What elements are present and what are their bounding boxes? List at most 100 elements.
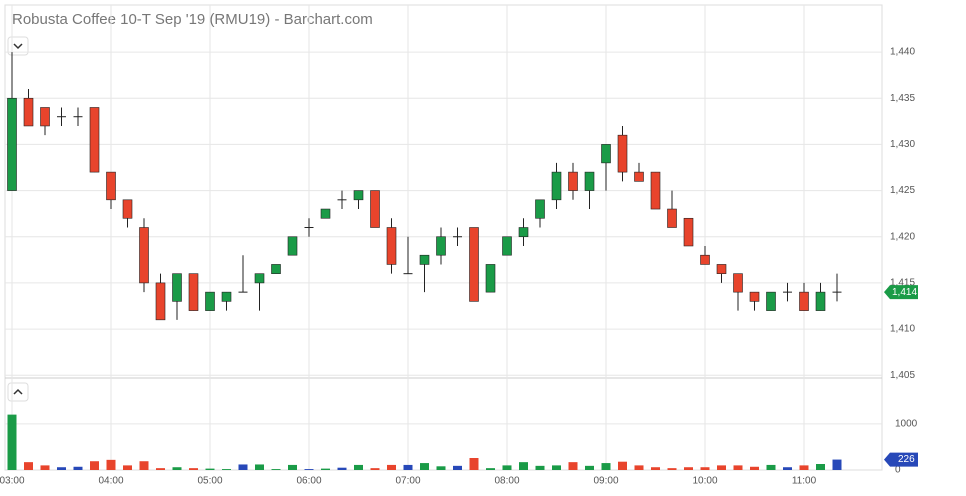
- candle-body: [320, 208, 331, 219]
- volume-bar: [502, 465, 512, 470]
- candle-body: [139, 227, 149, 284]
- volume-bar: [700, 467, 710, 470]
- y-tick-label: 1,415: [890, 278, 915, 289]
- collapse-button[interactable]: [7, 36, 29, 56]
- x-tick-label: 06:00: [296, 476, 321, 487]
- volume-bar: [139, 461, 149, 470]
- volume-bar: [222, 469, 231, 470]
- candle-body: [287, 236, 298, 256]
- candle-body: [469, 227, 479, 302]
- candle-body: [106, 171, 116, 201]
- chart-title: Robusta Coffee 10-T Sep '19 (RMU19) - Ba…: [12, 11, 373, 28]
- candle-body: [221, 291, 232, 302]
- candle-body: [23, 97, 34, 127]
- volume-bar: [370, 468, 380, 470]
- candle-body: [254, 273, 265, 284]
- volume-bar: [403, 464, 413, 470]
- volume-bar: [354, 464, 363, 470]
- volume-bar: [271, 469, 281, 470]
- candle-body: [683, 217, 694, 247]
- volume-bar: [387, 464, 396, 470]
- volume-bar: [535, 465, 545, 470]
- last-volume-badge: [884, 452, 918, 467]
- volume-bar: [783, 467, 792, 470]
- y-tick-label: 1,420: [890, 231, 915, 242]
- volume-tick-label: 1000: [895, 418, 918, 429]
- y-tick-label: 1,430: [890, 139, 915, 150]
- volume-bar: [601, 463, 611, 470]
- candle-body: [766, 291, 776, 311]
- volume-bar: [585, 465, 594, 470]
- volume-bar: [832, 459, 842, 470]
- volume-bar: [750, 466, 759, 470]
- volume-bar: [799, 465, 809, 470]
- volume-bar: [90, 461, 99, 470]
- volume-bar: [40, 465, 50, 470]
- volume-bar: [288, 464, 297, 470]
- x-tick-label: 05:00: [197, 476, 222, 487]
- candle-body: [122, 199, 133, 219]
- volume-bar: [238, 464, 248, 470]
- candle-body: [370, 190, 380, 228]
- volume-bar: [453, 465, 462, 470]
- y-tick-label: 1,425: [890, 185, 915, 196]
- candle-body: [535, 199, 545, 219]
- volume-bar: [486, 468, 495, 470]
- candle-body: [733, 273, 743, 293]
- x-tick-label: 03:00: [0, 476, 25, 487]
- candle-body: [518, 227, 529, 238]
- volume-bar: [321, 468, 330, 470]
- volume-bar: [766, 464, 776, 470]
- volume-bar: [106, 459, 116, 470]
- volume-bar: [634, 465, 644, 470]
- volume-bar: [304, 469, 314, 470]
- candle-body: [799, 291, 809, 311]
- last-price-badge: [884, 285, 918, 300]
- candle-body: [716, 264, 727, 274]
- volume-bar: [667, 468, 677, 470]
- x-tick-label: 04:00: [98, 476, 123, 487]
- candle-body: [7, 97, 17, 191]
- volume-bar: [156, 468, 165, 470]
- volume-bar: [420, 463, 429, 470]
- x-tick-label: 08:00: [494, 476, 519, 487]
- candle-body: [584, 171, 595, 191]
- candle-body: [419, 254, 430, 265]
- candle-body: [485, 264, 496, 293]
- volume-bar: [816, 464, 825, 470]
- volume-bar: [552, 465, 561, 470]
- candle-body: [634, 171, 644, 182]
- candle-body: [815, 291, 826, 311]
- volume-bar: [189, 468, 198, 470]
- volume-bar: [618, 461, 627, 470]
- candle-body: [617, 134, 628, 173]
- volume-bar: [205, 468, 215, 470]
- candle-body: [551, 171, 562, 201]
- volume-bar: [568, 462, 578, 470]
- candle-body: [386, 227, 397, 265]
- volume-bar: [733, 465, 743, 470]
- volume-tick-label: 0: [895, 465, 901, 476]
- candle-body: [155, 282, 166, 321]
- candle-body: [89, 107, 100, 173]
- volume-bar: [651, 467, 660, 470]
- x-tick-label: 11:00: [792, 476, 817, 487]
- last-price-label: 1,414: [892, 287, 917, 298]
- volume-bar: [337, 467, 347, 470]
- candle-body: [271, 264, 281, 274]
- volume-button[interactable]: [7, 382, 29, 402]
- volume-bar: [717, 465, 726, 470]
- last-volume-label: 226: [898, 454, 915, 465]
- candle-body: [601, 144, 611, 164]
- volume-bar: [255, 464, 264, 470]
- y-tick-label: 1,435: [890, 93, 915, 104]
- candle-body: [436, 236, 446, 256]
- volume-bar: [519, 462, 528, 470]
- x-tick-label: 07:00: [395, 476, 420, 487]
- candle-body: [650, 171, 661, 210]
- candle-body: [188, 273, 199, 311]
- candle-body: [667, 208, 677, 228]
- y-tick-label: 1,405: [890, 370, 915, 381]
- x-tick-label: 09:00: [593, 476, 618, 487]
